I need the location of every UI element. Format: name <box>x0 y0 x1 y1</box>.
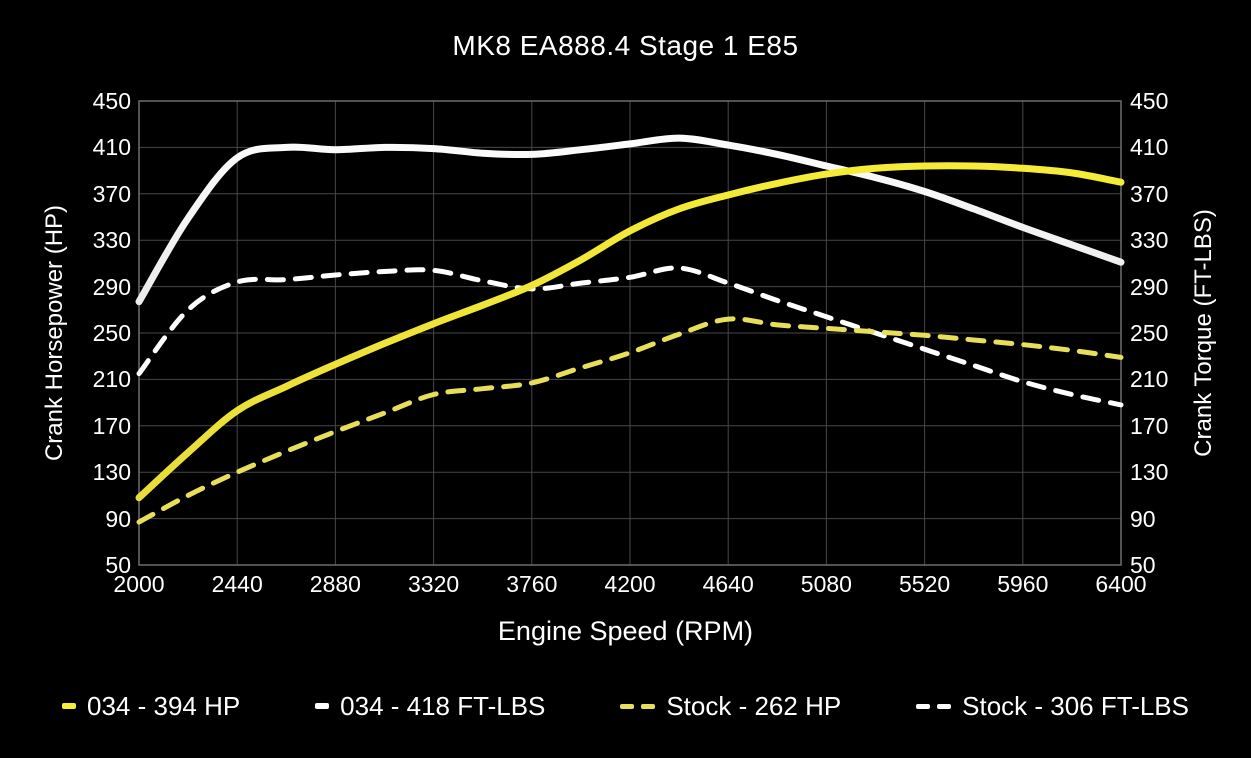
y-right-tick-210: 210 <box>1130 366 1169 393</box>
y-right-tick-250: 250 <box>1130 320 1169 346</box>
y-right-tick-450: 450 <box>1130 88 1169 114</box>
legend-item-3: Stock - 306 FT-LBS <box>916 691 1189 722</box>
y-left-tick-330: 330 <box>92 227 131 254</box>
y-left-tick-50: 50 <box>105 552 131 578</box>
series-curve-1 <box>135 134 1125 306</box>
plot-border <box>138 100 1122 566</box>
legend-item-2: Stock - 262 HP <box>620 691 841 722</box>
dashed-line-swatch-icon <box>916 703 952 709</box>
y-right-tick-290: 290 <box>1130 273 1169 300</box>
legend-label: 034 - 394 HP <box>87 690 241 721</box>
x-tick-5080: 5080 <box>800 571 852 597</box>
x-tick-2000: 2000 <box>113 571 165 597</box>
y-left-tick-130: 130 <box>92 459 131 486</box>
legend-item-0: 034 - 394 HP <box>62 691 240 722</box>
x-tick-3760: 3760 <box>506 571 558 597</box>
series-curve-0 <box>135 162 1125 502</box>
series-curve-3 <box>136 265 1124 408</box>
legend: 034 - 394 HP 034 - 418 FT-LBS Stock - 262 … <box>0 684 1251 728</box>
y-right-tick-50: 50 <box>1130 552 1156 578</box>
x-tick-2440: 2440 <box>211 571 263 597</box>
y-right-tick-130: 130 <box>1130 459 1169 486</box>
x-tick-4640: 4640 <box>702 571 754 597</box>
y-right-tick-90: 90 <box>1130 505 1156 532</box>
y-axis-left-title: Crank Horsepower (HP) <box>41 204 68 462</box>
y-left-tick-370: 370 <box>92 180 131 207</box>
dashed-line-swatch-icon <box>620 703 656 709</box>
x-tick-4200: 4200 <box>604 571 656 597</box>
y-left-tick-250: 250 <box>92 320 131 346</box>
y-right-tick-330: 330 <box>1130 227 1169 254</box>
y-left-tick-410: 410 <box>92 134 131 161</box>
legend-label: Stock - 306 FT-LBS <box>962 690 1189 721</box>
x-tick-5520: 5520 <box>899 571 951 597</box>
x-tick-3320: 3320 <box>408 571 460 597</box>
y-right-tick-370: 370 <box>1130 180 1169 207</box>
x-axis-title: Engine Speed (RPM) <box>497 616 754 646</box>
legend-item-1: 034 - 418 FT-LBS <box>315 691 545 722</box>
y-right-tick-170: 170 <box>1130 412 1169 439</box>
x-tick-2880: 2880 <box>309 571 361 597</box>
y-left-tick-210: 210 <box>92 366 131 393</box>
y-left-tick-450: 450 <box>92 88 131 114</box>
y-left-tick-90: 90 <box>105 505 131 532</box>
y-axis-right-title: Crank Torque (FT-LBS) <box>1190 209 1217 457</box>
legend-label: Stock - 262 HP <box>666 690 842 721</box>
y-left-tick-290: 290 <box>92 273 131 300</box>
chart-title: MK8 EA888.4 Stage 1 E85 <box>452 30 799 61</box>
solid-line-swatch-icon <box>62 703 76 709</box>
series-curve-2 <box>136 316 1124 525</box>
legend-label: 034 - 418 FT-LBS <box>340 690 546 721</box>
x-tick-6400: 6400 <box>1095 571 1147 597</box>
y-left-tick-170: 170 <box>92 412 131 439</box>
solid-line-swatch-icon <box>315 703 330 709</box>
x-tick-5960: 5960 <box>997 571 1049 597</box>
y-right-tick-410: 410 <box>1130 134 1169 161</box>
